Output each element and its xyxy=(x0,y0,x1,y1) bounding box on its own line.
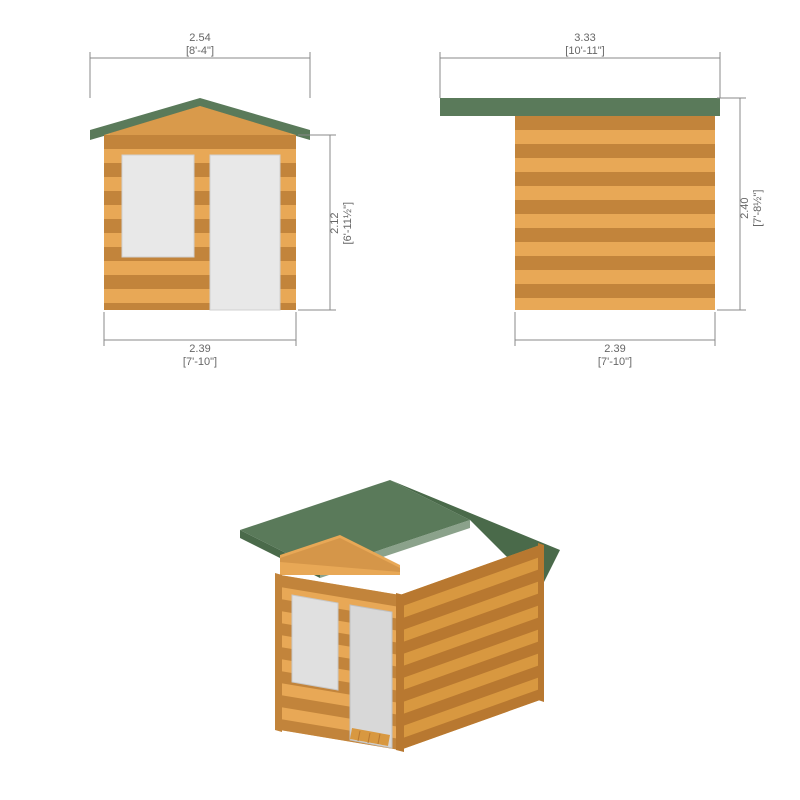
iso-corner-post-right xyxy=(538,543,544,702)
side-elevation-svg xyxy=(420,40,760,370)
iso-corner-post-left xyxy=(275,573,282,732)
dim-roof-depth: 3.33 [10'-11"] xyxy=(550,32,620,58)
iso-window xyxy=(292,595,338,690)
side-wall xyxy=(515,116,715,310)
dim-total-height: 2.40 [7'-8½"] xyxy=(739,178,765,238)
front-view: 2.54 [8'-4"] 2.39 [7'-10"] 2.12 [6'-11½"… xyxy=(60,40,360,375)
iso-side-wall xyxy=(400,545,540,750)
front-elevation-svg xyxy=(60,40,360,370)
front-door xyxy=(210,155,280,310)
iso-svg xyxy=(220,430,580,770)
isometric-view xyxy=(220,430,580,775)
iso-corner-post-mid xyxy=(396,593,404,752)
dim-wall-width-front: 2.39 [7'-10"] xyxy=(170,343,230,369)
iso-door xyxy=(350,605,392,748)
dim-wall-depth: 2.39 [7'-10"] xyxy=(585,343,645,369)
side-view: 3.33 [10'-11"] 2.39 [7'-10"] 2.40 [7'-8½… xyxy=(420,40,760,375)
dim-wall-height: 2.12 [6'-11½"] xyxy=(329,193,355,253)
roof-side xyxy=(440,98,720,116)
dim-roof-width: 2.54 [8'-4"] xyxy=(170,32,230,58)
front-window xyxy=(122,155,194,257)
